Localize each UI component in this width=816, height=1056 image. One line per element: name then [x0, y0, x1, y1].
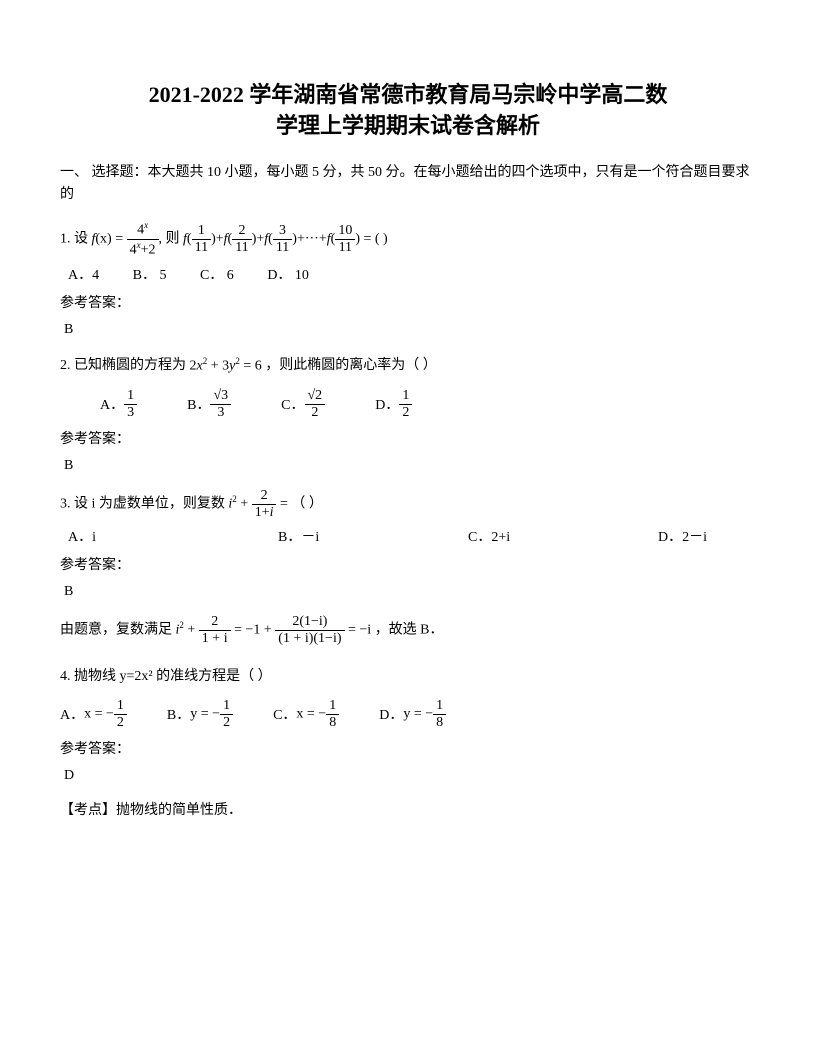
- q4-kaodian: 【考点】抛物线的简单性质．: [60, 799, 756, 819]
- q2-opt-c: C． √22: [281, 389, 325, 420]
- q3-answer-label: 参考答案：: [60, 554, 756, 574]
- q1-opt-a: A．4: [68, 264, 99, 284]
- question-1: 1. 设 f(x) = 4x4x+2, 则 f(111)+f(211)+f(31…: [60, 221, 756, 257]
- q4-text: 4. 抛物线 y=2x² 的准线方程是（ ）: [60, 669, 272, 684]
- q4-opt-b: B． y = −12: [167, 699, 233, 730]
- q2-options: A． 13 B． √33 C． √22 D． 12: [100, 389, 756, 420]
- question-4: 4. 抛物线 y=2x² 的准线方程是（ ）: [60, 664, 756, 689]
- q3-opt-a: A．i: [68, 526, 248, 546]
- q3-answer: B: [64, 584, 756, 600]
- q1-options: A．4 B． 5 C． 6 D． 10: [68, 264, 756, 284]
- q2-answer: B: [64, 458, 756, 474]
- q2-opt-a: A． 13: [100, 389, 137, 420]
- q4-opt-a: A． x = −12: [60, 699, 127, 730]
- q3-exp-prefix: 由题意，复数满足: [60, 622, 172, 637]
- q3-opt-b: B．－i: [278, 526, 438, 546]
- title-line-2: 学理上学期期末试卷含解析: [60, 111, 756, 142]
- q1-prefix: 1. 设: [60, 232, 88, 247]
- q3-opt-d: D．2－i: [658, 526, 707, 546]
- q2-formula: 2x2 + 3y2 = 6: [190, 353, 262, 379]
- q2-prefix: 2. 已知椭圆的方程为: [60, 358, 186, 373]
- q2-opt-b: B． √33: [187, 389, 231, 420]
- q3-options: A．i B．－i C．2+i D．2－i: [68, 526, 756, 546]
- q3-exp-formula: i2 + 21 + i = −1 + 2(1−i)(1 + i)(1−i) = …: [176, 615, 372, 646]
- q1-opt-b: B． 5: [133, 264, 167, 284]
- q1-formula: f(x) = 4x4x+2, 则 f(111)+f(211)+f(311)+··…: [92, 221, 372, 257]
- exam-title: 2021-2022 学年湖南省常德市教育局马宗岭中学高二数 学理上学期期末试卷含…: [60, 80, 756, 142]
- q2-suffix: ，则此椭圆的离心率为（ ）: [265, 358, 437, 373]
- q4-options: A． x = −12 B． y = −12 C． x = −18 D． y = …: [60, 699, 756, 730]
- q1-opt-d: D． 10: [267, 264, 309, 284]
- q4-answer: D: [64, 768, 756, 784]
- q3-explanation: 由题意，复数满足 i2 + 21 + i = −1 + 2(1−i)(1 + i…: [60, 615, 756, 646]
- question-3: 3. 设 i 为虚数单位，则复数 i2 + 21+i = （ ）: [60, 489, 756, 520]
- question-2: 2. 已知椭圆的方程为 2x2 + 3y2 = 6 ，则此椭圆的离心率为（ ）: [60, 353, 756, 379]
- q2-answer-label: 参考答案：: [60, 428, 756, 448]
- q3-formula: i2 + 21+i =: [228, 489, 288, 520]
- q1-paren: ( ): [375, 232, 388, 247]
- q3-paren: （ ）: [291, 496, 323, 511]
- title-line-1: 2021-2022 学年湖南省常德市教育局马宗岭中学高二数: [60, 80, 756, 111]
- q4-opt-c: C． x = −18: [273, 699, 339, 730]
- q4-answer-label: 参考答案：: [60, 738, 756, 758]
- q3-prefix: 3. 设 i 为虚数单位，则复数: [60, 496, 225, 511]
- q1-answer: B: [64, 322, 756, 338]
- q1-answer-label: 参考答案：: [60, 292, 756, 312]
- q4-opt-d: D． y = −18: [379, 699, 446, 730]
- q3-exp-suffix: ，故选 B．: [375, 622, 444, 637]
- q3-opt-c: C．2+i: [468, 526, 628, 546]
- q2-opt-d: D． 12: [375, 389, 412, 420]
- q1-opt-c: C． 6: [200, 264, 234, 284]
- section-header: 一、 选择题：本大题共 10 小题，每小题 5 分，共 50 分。在每小题给出的…: [60, 162, 756, 207]
